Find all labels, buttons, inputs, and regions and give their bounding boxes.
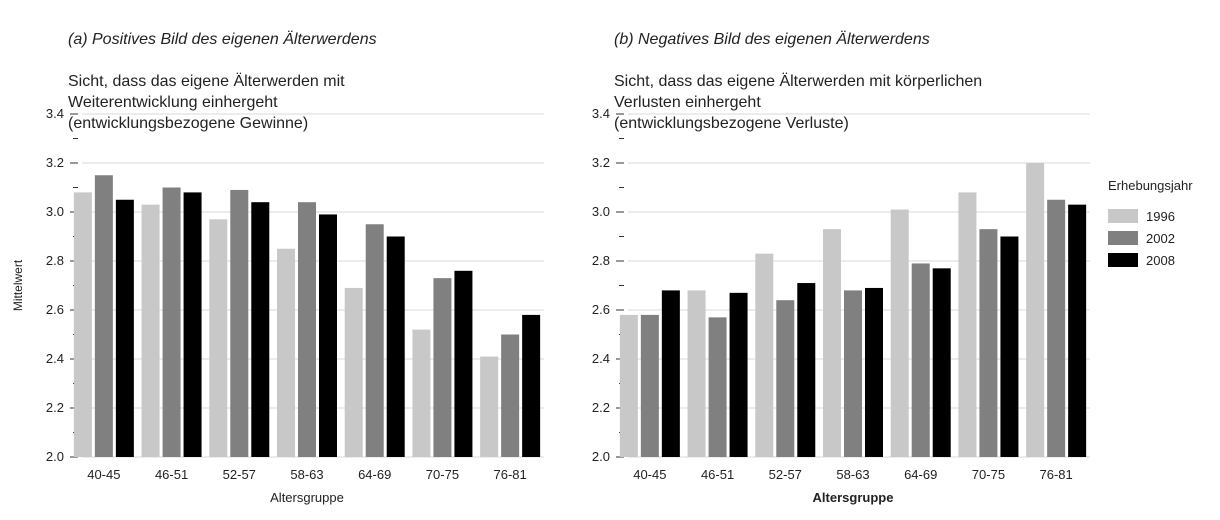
panel-a-bar-2002-40-45: [94, 175, 113, 457]
panel-b-bar-2008-40-45: [661, 290, 680, 457]
panel-b-title: (b) Negatives Bild des eigenen Älterwerd…: [614, 31, 930, 48]
panel-a-bar-1996-76-81: [480, 356, 499, 457]
panel-b-bar-2008-76-81: [1068, 204, 1087, 457]
legend-label-1996: 1996: [1146, 208, 1175, 224]
panel-a-ytick-label: 3.0: [46, 204, 64, 219]
panel-a-heading: (a) Positives Bild des eigenen Älterwerd…: [68, 8, 377, 155]
panel-b-bar-1996-46-51: [687, 290, 706, 457]
legend-swatch-1996: [1108, 209, 1138, 223]
panel-b-bar-2002-70-75: [979, 229, 998, 457]
panel-a-bar-1996-70-75: [412, 329, 431, 457]
legend-swatch-2002: [1108, 231, 1138, 245]
panel-b-bar-1996-52-57: [755, 253, 774, 457]
panel-a-bar-2008-76-81: [522, 314, 541, 457]
panel-b-bar-2008-52-57: [797, 283, 816, 457]
panel-a-bar-1996-58-63: [277, 248, 295, 457]
panel-a-xtick-label: 58-63: [290, 467, 323, 482]
panel-a-xaxis-label: Altersgruppe: [270, 490, 344, 505]
panel-a-bar-1996-52-57: [209, 219, 228, 457]
legend-item-2002: 2002: [1108, 227, 1193, 249]
panel-a-ytick-label: 2.0: [46, 449, 64, 464]
panel-b-bar-2002-40-45: [640, 314, 659, 457]
panel-a-xtick-label: 70-75: [426, 467, 459, 482]
legend-title: Erhebungsjahr: [1108, 178, 1193, 193]
panel-a-bar-2008-64-69: [386, 236, 405, 457]
panel-b-ytick-label: 3.4: [592, 106, 610, 121]
panel-a-bar-2002-76-81: [501, 334, 520, 457]
panel-a-ytick-label: 3.4: [46, 106, 64, 121]
panel-a-bar-2002-46-51: [162, 187, 181, 457]
panel-b-ytick-label: 2.0: [592, 449, 610, 464]
legend-swatch-2008: [1108, 253, 1138, 267]
panel-b-xaxis-label: Altersgruppe: [813, 490, 894, 505]
panel-a-bar-2002-52-57: [230, 189, 249, 457]
panel-a-title: (a) Positives Bild des eigenen Älterwerd…: [68, 31, 377, 48]
panel-a-bar-2002-58-63: [298, 202, 316, 457]
panel-a-ytick-label: 3.2: [46, 155, 64, 170]
panel-a-xtick-label: 76-81: [494, 467, 527, 482]
panel-a-subtitle: Sicht, dass das eigene Älterwerden mit W…: [68, 73, 345, 132]
panel-a-yaxis-label: Mittelwert: [11, 259, 25, 311]
panel-b-subtitle: Sicht, dass das eigene Älterwerden mit k…: [614, 73, 983, 132]
panel-b-bar-2002-64-69: [911, 263, 930, 457]
panel-b-xtick-label: 46-51: [701, 467, 734, 482]
panel-b-bar-1996-70-75: [958, 192, 977, 457]
panel-b-bar-2002-52-57: [776, 300, 795, 457]
legend-item-2008: 2008: [1108, 249, 1193, 271]
panel-b-bar-2002-76-81: [1047, 199, 1066, 457]
legend: Erhebungsjahr 1996 2002 2008: [1108, 178, 1193, 271]
panel-b-bar-2008-70-75: [1000, 236, 1019, 457]
panel-a-ytick-label: 2.2: [46, 400, 64, 415]
legend-label-2008: 2008: [1146, 252, 1175, 268]
panel-a-bar-2008-70-75: [454, 270, 473, 457]
panel-b-ytick-label: 3.2: [592, 155, 610, 170]
panel-a-bar-1996-64-69: [344, 287, 363, 457]
panel-b-xtick-label: 58-63: [836, 467, 869, 482]
panel-a-bar-2002-70-75: [433, 278, 452, 457]
panel-b-bar-2008-46-51: [729, 292, 748, 457]
panel-b-ytick-label: 2.2: [592, 400, 610, 415]
panel-b-bar-1996-76-81: [1026, 163, 1045, 457]
panel-b-bar-1996-40-45: [619, 314, 638, 457]
panel-b-xtick-label: 76-81: [1040, 467, 1073, 482]
panel-a-ytick-label: 2.6: [46, 302, 64, 317]
panel-b-xtick-label: 52-57: [769, 467, 802, 482]
panel-a-ytick-label: 2.4: [46, 351, 64, 366]
panel-b-ytick-label: 3.0: [592, 204, 610, 219]
panel-b-ytick-label: 2.6: [592, 302, 610, 317]
panel-a-bar-1996-40-45: [73, 192, 92, 457]
panel-b-ytick-label: 2.4: [592, 351, 610, 366]
panel-b-ytick-label: 2.8: [592, 253, 610, 268]
panel-a-bar-2008-58-63: [319, 214, 337, 457]
panel-a-ytick-label: 2.8: [46, 253, 64, 268]
panel-a-bar-2008-52-57: [251, 202, 270, 457]
panel-b-heading: (b) Negatives Bild des eigenen Älterwerd…: [614, 8, 982, 155]
panel-b-bar-2008-58-63: [865, 287, 883, 457]
panel-a-bar-2008-40-45: [115, 199, 134, 457]
panel-a-xtick-label: 52-57: [223, 467, 256, 482]
legend-item-1996: 1996: [1108, 205, 1193, 227]
panel-b-xtick-label: 40-45: [633, 467, 666, 482]
panel-b-bar-1996-64-69: [890, 209, 909, 457]
panel-a-bar-1996-46-51: [141, 204, 160, 457]
panel-b-bar-2002-58-63: [844, 290, 862, 457]
legend-label-2002: 2002: [1146, 230, 1175, 246]
panel-a-bar-2008-46-51: [183, 192, 202, 457]
panel-b-xtick-label: 64-69: [904, 467, 937, 482]
panel-b-xtick-label: 70-75: [972, 467, 1005, 482]
panel-a-xtick-label: 46-51: [155, 467, 188, 482]
panel-a-xtick-label: 64-69: [358, 467, 391, 482]
panel-b-bar-2002-46-51: [708, 317, 727, 457]
panel-b-bar-1996-58-63: [823, 229, 841, 457]
panel-b-bar-2008-64-69: [932, 268, 951, 457]
panel-a-xtick-label: 40-45: [87, 467, 120, 482]
panel-a-bar-2002-64-69: [365, 224, 384, 457]
